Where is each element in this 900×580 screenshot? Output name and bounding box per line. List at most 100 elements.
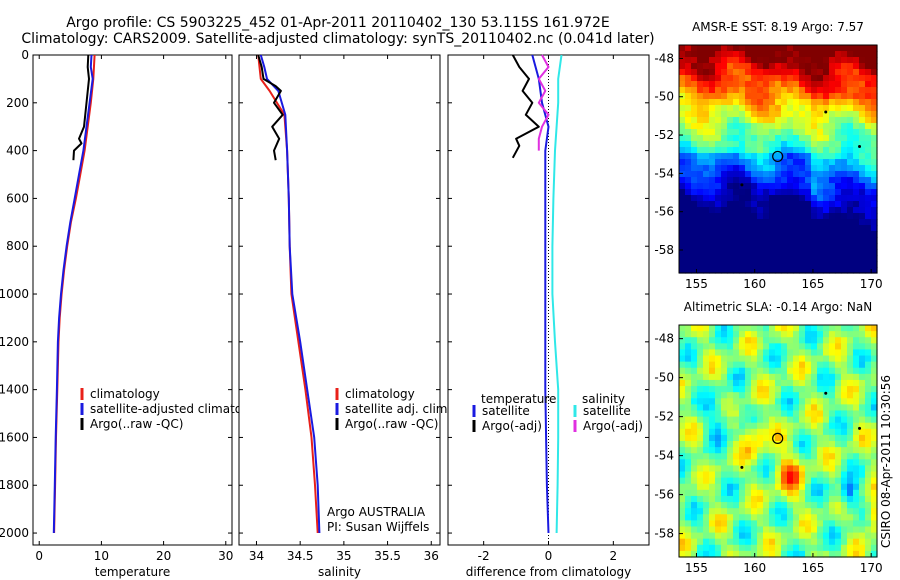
y-tick-label: -56 bbox=[654, 205, 674, 219]
map-cell bbox=[841, 99, 848, 106]
map-cell bbox=[853, 416, 860, 424]
map-cell bbox=[715, 410, 722, 418]
map-cell bbox=[859, 249, 866, 256]
map-cell bbox=[841, 495, 848, 503]
map-cell bbox=[763, 538, 770, 546]
map-cell bbox=[871, 183, 878, 190]
map-cell bbox=[745, 195, 752, 202]
map-cell bbox=[793, 532, 800, 540]
map-cell bbox=[715, 249, 722, 256]
map-cell bbox=[745, 477, 752, 485]
map-cell bbox=[871, 489, 878, 497]
map-cell bbox=[685, 550, 692, 558]
map-cell bbox=[787, 367, 794, 375]
map-cell bbox=[835, 255, 842, 262]
map-cell bbox=[799, 153, 806, 160]
map-cell bbox=[871, 502, 878, 509]
map-cell bbox=[817, 471, 824, 479]
title-line-1: Argo profile: CS 5903225_452 01-Apr-2011… bbox=[66, 15, 610, 31]
map-cell bbox=[733, 45, 740, 52]
map-cell bbox=[685, 514, 692, 521]
map-cell bbox=[799, 508, 806, 515]
map-cell bbox=[751, 355, 758, 363]
map-cell bbox=[721, 117, 728, 124]
map-title: Altimetric SLA: -0.14 Argo: NaN bbox=[684, 300, 872, 314]
map-cell bbox=[757, 237, 764, 244]
map-cell bbox=[793, 361, 800, 369]
map-cell bbox=[685, 355, 692, 363]
map-cell bbox=[739, 195, 746, 202]
map-cell bbox=[703, 373, 710, 381]
map-cell bbox=[697, 45, 704, 52]
map-cell bbox=[733, 147, 740, 154]
map-cell bbox=[763, 225, 770, 232]
map-cell bbox=[709, 349, 716, 357]
map-cell bbox=[859, 441, 866, 448]
map-cell bbox=[787, 123, 794, 130]
map-cell bbox=[709, 213, 716, 220]
map-cell bbox=[727, 93, 734, 100]
map-cell bbox=[865, 201, 872, 208]
map-cell bbox=[871, 213, 878, 220]
map-cell bbox=[709, 392, 716, 399]
map-cell bbox=[715, 361, 722, 369]
map-cell bbox=[859, 219, 866, 226]
map-cell bbox=[691, 237, 698, 244]
map-cell bbox=[721, 410, 728, 418]
map-cell bbox=[697, 189, 704, 196]
map-cell bbox=[865, 526, 872, 534]
map-cell bbox=[769, 447, 776, 454]
map-cell bbox=[841, 87, 848, 94]
map-cell bbox=[775, 422, 782, 430]
map-cell bbox=[733, 422, 740, 430]
map-cell bbox=[787, 195, 794, 202]
map-cell bbox=[817, 243, 824, 250]
map-cell bbox=[793, 441, 800, 448]
map-cell bbox=[853, 422, 860, 430]
map-cell bbox=[703, 177, 710, 184]
map-cell bbox=[745, 471, 752, 479]
map-cell bbox=[811, 361, 818, 369]
map-cell bbox=[811, 249, 818, 256]
map-cell bbox=[679, 129, 686, 136]
map-cell bbox=[709, 195, 716, 202]
map-cell bbox=[757, 225, 764, 232]
map-cell bbox=[727, 514, 734, 521]
map-cell bbox=[823, 189, 830, 196]
map-cell bbox=[679, 416, 686, 424]
map-cell bbox=[763, 237, 770, 244]
map-cell bbox=[679, 213, 686, 220]
map-cell bbox=[799, 422, 806, 430]
map-cell bbox=[679, 219, 686, 226]
map-cell bbox=[823, 171, 830, 178]
map-cell bbox=[757, 255, 764, 262]
map-cell bbox=[775, 81, 782, 88]
map-cell bbox=[799, 45, 806, 52]
map-cell bbox=[727, 63, 734, 70]
map-cell bbox=[829, 201, 836, 208]
map-cell bbox=[703, 69, 710, 76]
map-cell bbox=[757, 337, 764, 344]
map-cell bbox=[769, 441, 776, 448]
map-cell bbox=[679, 379, 686, 387]
map-cell bbox=[769, 75, 776, 82]
map-cell bbox=[727, 177, 734, 184]
map-cell bbox=[871, 231, 878, 238]
map-cell bbox=[703, 550, 710, 558]
map-cell bbox=[757, 87, 764, 94]
map-cell bbox=[841, 520, 848, 528]
map-cell bbox=[769, 81, 776, 88]
map-cell bbox=[865, 99, 872, 106]
map-cell bbox=[769, 195, 776, 202]
map-cell bbox=[691, 87, 698, 94]
map-cell bbox=[865, 373, 872, 381]
map-cell bbox=[703, 75, 710, 82]
y-tick-label: -48 bbox=[654, 332, 674, 346]
map-cell bbox=[727, 219, 734, 226]
map-cell bbox=[733, 489, 740, 497]
sla-map-panel: Altimetric SLA: -0.14 Argo: NaN-48-50-52… bbox=[654, 300, 882, 575]
map-cell bbox=[793, 177, 800, 184]
map-cell bbox=[721, 147, 728, 154]
map-cell bbox=[751, 255, 758, 262]
